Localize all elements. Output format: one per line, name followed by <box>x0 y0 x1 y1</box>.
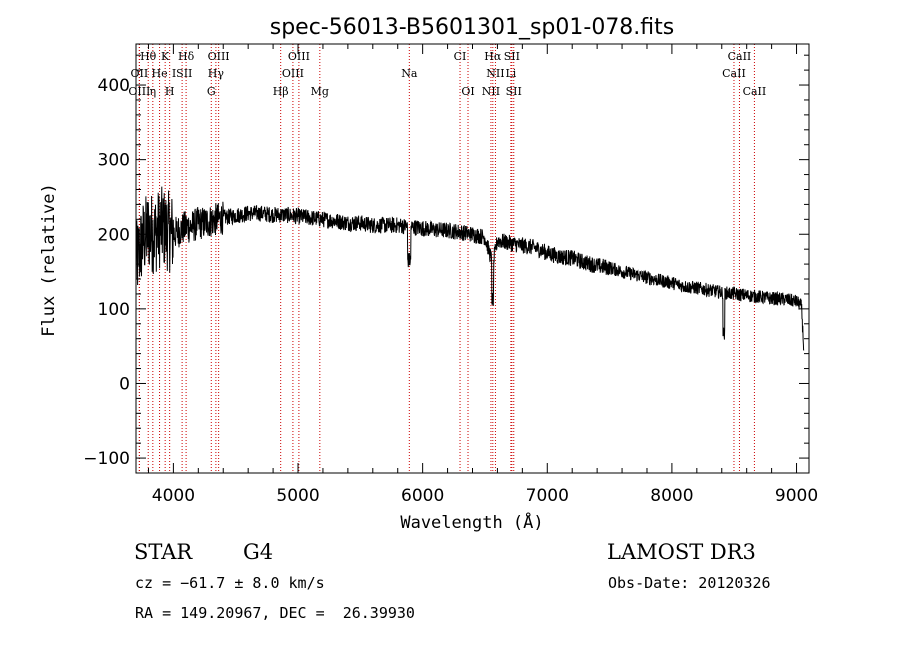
line-marker-label: OIII <box>128 85 150 98</box>
line-marker-label: Hβ <box>273 85 289 98</box>
y-axis-label: Flux (relative) <box>39 183 59 337</box>
line-marker-label: Hα <box>484 50 502 63</box>
line-marker-label: NII <box>486 67 504 80</box>
line-marker-label: He <box>152 67 168 80</box>
line-marker-label: OIII <box>208 50 230 63</box>
y-tick-label: 300 <box>98 151 130 171</box>
line-marker-label: OI <box>461 85 474 98</box>
coordinates: RA = 149.20967, DEC = 26.39930 <box>135 604 415 622</box>
line-marker-label: NII <box>482 85 500 98</box>
line-marker-label: CaII <box>722 67 746 80</box>
spectrum-series-line <box>135 186 805 351</box>
x-tick-label: 7000 <box>526 486 569 506</box>
plot-frame <box>135 43 810 474</box>
chart-title: spec-56013-B5601301_sp01-078.fits <box>270 15 675 40</box>
x-tick-label: 4000 <box>152 486 195 506</box>
object-subclass: G4 <box>243 540 274 564</box>
line-marker-label: Hγ <box>208 67 225 80</box>
line-marker-label: Hδ <box>178 50 195 63</box>
y-tick-label: −100 <box>83 449 130 469</box>
x-tick-label: 9000 <box>775 486 818 506</box>
line-marker-label: Li <box>505 67 516 80</box>
line-markers <box>138 44 755 473</box>
line-marker-label: Na <box>401 67 418 80</box>
line-marker-label: CaII <box>728 50 752 63</box>
line-marker-label: SII <box>506 85 522 98</box>
y-tick-label: 100 <box>98 300 130 320</box>
survey-name: LAMOST DR3 <box>607 540 756 564</box>
x-tick-label: 5000 <box>276 486 319 506</box>
line-marker-label: K <box>161 50 170 63</box>
line-marker-label: CaII <box>743 85 767 98</box>
object-class: STAR <box>134 540 193 564</box>
line-marker-label: OII <box>131 67 149 80</box>
line-marker-label: OIII <box>288 50 310 63</box>
y-tick-label: 0 <box>119 374 130 394</box>
line-marker-label: OIII <box>282 67 304 80</box>
velocity-readout: cz = −61.7 ± 8.0 km/s <box>135 574 325 592</box>
axis-ticks: 4000 5000 6000 7000 8000 9000 −100 0 100 200 300 40… <box>83 44 818 506</box>
line-marker-label: Mg <box>311 85 329 98</box>
line-marker-label: G <box>207 85 216 98</box>
line-marker-label: CI <box>454 50 467 63</box>
line-marker-label: Hθ <box>140 50 157 63</box>
line-marker-label: η <box>150 85 157 98</box>
line-marker-label: H <box>165 85 175 98</box>
x-axis-label: Wavelength (Å) <box>400 511 543 533</box>
y-tick-label: 400 <box>98 76 130 96</box>
obs-date: Obs-Date: 20120326 <box>608 574 771 592</box>
line-marker-label: SII <box>504 50 520 63</box>
x-tick-label: 8000 <box>650 486 693 506</box>
line-marker-label: ISII <box>172 67 193 80</box>
x-tick-label: 6000 <box>401 486 444 506</box>
y-tick-label: 200 <box>98 225 130 245</box>
